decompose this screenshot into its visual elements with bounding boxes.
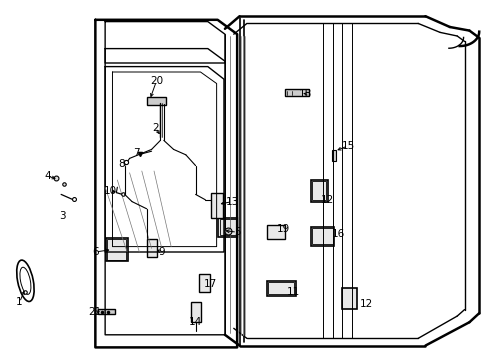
Text: 12: 12 [359, 299, 373, 309]
Text: 17: 17 [203, 279, 217, 289]
Bar [107, 239, 126, 260]
Text: 21: 21 [88, 307, 102, 318]
Text: 8: 8 [118, 159, 124, 169]
Text: 5: 5 [233, 227, 240, 237]
Bar [331, 150, 336, 161]
Text: 14: 14 [188, 317, 202, 327]
Text: 4: 4 [44, 171, 51, 181]
Text: 7: 7 [132, 148, 139, 158]
Bar [311, 181, 325, 200]
Bar [105, 238, 127, 261]
Bar [218, 218, 237, 237]
Bar [310, 180, 327, 202]
Bar [266, 281, 295, 296]
Text: 9: 9 [158, 247, 164, 257]
Bar [211, 193, 223, 218]
Bar [190, 302, 201, 322]
Text: 13: 13 [225, 197, 239, 207]
Text: 19: 19 [276, 224, 289, 234]
Bar [284, 89, 308, 96]
Bar [146, 97, 166, 105]
Text: 12: 12 [320, 195, 334, 205]
Text: 3: 3 [59, 211, 65, 221]
Bar [342, 288, 356, 309]
Text: 1: 1 [16, 297, 23, 307]
Text: 18: 18 [298, 89, 311, 99]
Bar [268, 282, 293, 294]
Ellipse shape [17, 260, 34, 301]
Bar [98, 309, 115, 314]
Text: 10: 10 [103, 186, 116, 196]
Bar [219, 219, 236, 235]
Ellipse shape [20, 267, 31, 294]
Text: 16: 16 [331, 229, 345, 239]
Text: 20: 20 [150, 76, 163, 86]
Text: 6: 6 [92, 247, 99, 257]
Bar [312, 228, 332, 244]
Bar [199, 274, 209, 292]
Bar [310, 227, 334, 246]
Bar [266, 225, 285, 239]
Text: 11: 11 [286, 287, 300, 297]
Text: 2: 2 [152, 123, 159, 133]
Text: 15: 15 [341, 141, 354, 151]
Bar [146, 239, 157, 257]
